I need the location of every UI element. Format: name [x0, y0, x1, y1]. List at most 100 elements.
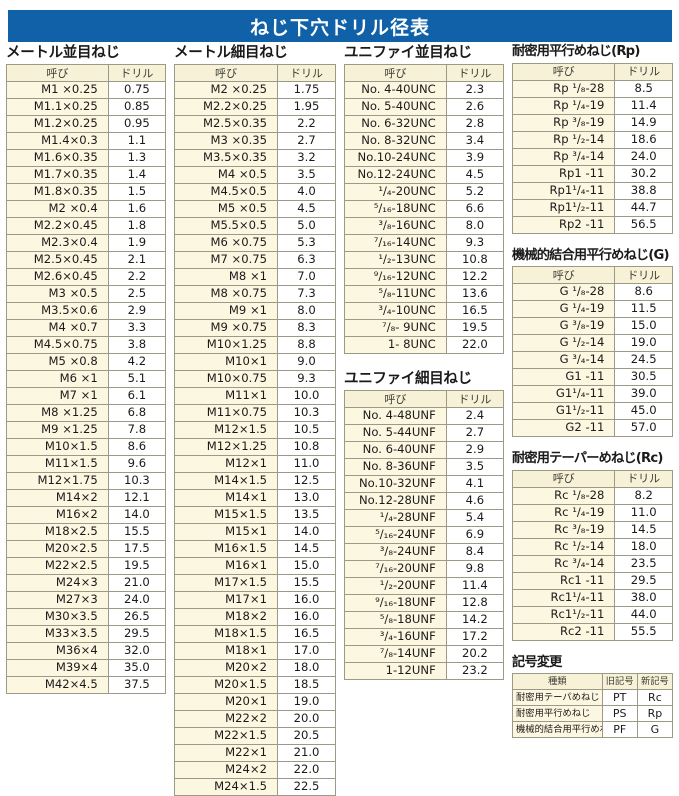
cell-drill-diameter: 3.8	[107, 336, 167, 355]
table-row: 1-12UNF 23.2	[344, 662, 505, 681]
cell-drill-diameter: 9.8	[445, 560, 505, 579]
cell-designation: G2 -11	[511, 419, 616, 437]
cell-designation: M33×3.5	[6, 625, 109, 644]
cell-drill-diameter: 11.4	[445, 577, 505, 596]
table-row: M22×1.5 20.5	[173, 727, 336, 746]
cell-drill-diameter: 1.9	[107, 234, 167, 253]
cell-designation: M1.1×0.25	[6, 98, 109, 117]
cell-designation: Rc ¹/₈-28	[511, 486, 616, 505]
cell-drill-diameter: 3.3	[107, 319, 167, 338]
cell-drill-diameter: 5.3	[277, 234, 336, 253]
cell-drill-diameter: 30.5	[614, 368, 673, 386]
table-row: M11×0.75 10.3	[173, 404, 336, 423]
table-row: M17×1.5 15.5	[173, 574, 336, 593]
cell-drill-diameter: 14.0	[107, 506, 167, 525]
cell-drill-diameter: 6.3	[277, 251, 336, 270]
cell-drill-diameter: 13.0	[277, 489, 336, 508]
table-row: M42×4.5 37.5	[6, 676, 167, 695]
section-title-metric-coarse: メートル並目ねじ	[6, 45, 120, 61]
col-header-drill: ドリル	[277, 64, 336, 83]
table-row: M12×1.5 10.5	[173, 421, 336, 440]
col-header-drill: ドリル	[107, 64, 167, 83]
table-body: M2 ×0.25 1.75 M2.2×0.25 1.95 M2.5×0.35 2.2 M3 …	[173, 81, 336, 796]
cell-designation: M15×1	[173, 523, 279, 542]
cell-thread-kind: 耐密用テーパめねじ	[512, 689, 603, 706]
table-row: No. 4-48UNF 2.4	[344, 407, 505, 426]
table-row: No.10-24UNC 3.9	[344, 149, 505, 168]
cell-designation: G1¹/₄-11	[511, 385, 616, 403]
cell-designation: Rp ³/₈-19	[511, 113, 616, 132]
cell-designation: ¹/₂-20UNF	[344, 577, 447, 596]
cell-designation: ³/₄-10UNC	[344, 302, 447, 321]
cell-drill-diameter: 12.5	[277, 472, 336, 491]
table-row: M2.2×0.25 1.95	[173, 98, 336, 117]
table-metric-fine: 呼び ドリル M2 ×0.25 1.75 M2.2×0.25 1.95 M2.5×0.3…	[173, 64, 336, 796]
cell-drill-diameter: 11.5	[614, 300, 673, 318]
table-row: M8 ×1.25 6.8	[6, 404, 167, 423]
table-row: M9 ×0.75 8.3	[173, 319, 336, 338]
cell-designation: M10×1.5	[6, 438, 109, 457]
col-header-designation: 呼び	[511, 62, 616, 81]
cell-designation: G ¹/₈-28	[511, 283, 616, 301]
cell-drill-diameter: 7.3	[277, 285, 336, 304]
cell-drill-diameter: 4.6	[445, 492, 505, 511]
cell-designation: M3.5×0.35	[173, 149, 279, 168]
cell-drill-diameter: 1.3	[107, 149, 167, 168]
col-header-kind: 種類	[512, 673, 603, 690]
cell-designation: ⁵/₈-11UNC	[344, 285, 447, 304]
table-row: ¹/₄-20UNC 5.2	[344, 183, 505, 202]
section-gap	[512, 641, 673, 655]
cell-designation: M22×2.5	[6, 557, 109, 576]
table-symbol-change: 種類 旧記号 新記号 耐密用テーパめねじ PT Rc 耐密用平行めねじ PS Rp 機械的結…	[512, 673, 674, 738]
section-title-rp: 耐密用平行めねじ(Rp)	[512, 44, 640, 59]
table-row: M9 ×1.25 7.8	[6, 421, 167, 440]
table-row: M2.3×0.4 1.9	[6, 234, 167, 253]
cell-drill-diameter: 1.6	[107, 200, 167, 219]
table-row: M15×1.5 13.5	[173, 506, 336, 525]
cell-designation: Rc ³/₄-14	[511, 554, 616, 573]
table-row: G ³/₈-19 15.0	[511, 317, 673, 335]
table-row: M1.4×0.3 1.1	[6, 132, 167, 151]
cell-new-symbol: G	[636, 721, 674, 738]
table-row: M15×1 14.0	[173, 523, 336, 542]
section-title-rc: 耐密用テーパーめねじ(Rc)	[512, 451, 663, 466]
table-row: M3.5×0.6 2.9	[6, 302, 167, 321]
table-header-row: 種類 旧記号 新記号	[512, 673, 674, 690]
table-row: M2 ×0.25 1.75	[173, 81, 336, 100]
cell-drill-diameter: 0.75	[107, 81, 167, 100]
table-row: Rp ¹/₄-19 11.4	[511, 96, 673, 115]
table-body: M1 ×0.25 0.75 M1.1×0.25 0.85 M1.2×0.25 0.95 M1…	[6, 81, 167, 695]
drill-size-chart-page: ねじ下穴ドリル径表 メートル並目ねじ 呼び ドリル M1 ×0.25 0.75 M1…	[6, 10, 674, 796]
table-row: Rp1¹/₄-11 38.8	[511, 181, 673, 200]
cell-drill-diameter: 6.6	[445, 200, 505, 219]
cell-drill-diameter: 2.6	[445, 98, 505, 117]
table-row: ⁵/₈-11UNC 13.6	[344, 285, 505, 304]
col-header-designation: 呼び	[511, 469, 616, 488]
table-row: M27×3 24.0	[6, 591, 167, 610]
cell-designation: M17×1	[173, 591, 279, 610]
table-row: ⁷/₁₆-14UNC 9.3	[344, 234, 505, 253]
cell-drill-diameter: 9.6	[107, 455, 167, 474]
table-row: Rc1¹/₂-11 44.0	[511, 605, 673, 624]
cell-designation: M2.3×0.4	[6, 234, 109, 253]
table-row: M22×2 20.0	[173, 710, 336, 729]
table-row: ⁵/₁₆-24UNF 6.9	[344, 526, 505, 545]
table-row: M2.2×0.45 1.8	[6, 217, 167, 236]
table-row: Rp2 -11 56.5	[511, 215, 673, 234]
table-row: No. 4-40UNC 2.3	[344, 81, 505, 100]
cell-designation: M1.2×0.25	[6, 115, 109, 134]
cell-drill-diameter: 24.0	[614, 147, 673, 166]
col-header-new-symbol: 新記号	[636, 673, 674, 690]
cell-designation: ⁵/₈-18UNF	[344, 611, 447, 630]
section-title-metric-fine: メートル細目ねじ	[174, 45, 288, 61]
table-body: G ¹/₈-28 8.6 G ¹/₄-19 11.5 G ³/₈-19 15.0 G ¹/₂…	[511, 283, 673, 437]
cell-designation: M18×2.5	[6, 523, 109, 542]
cell-drill-diameter: 2.2	[107, 268, 167, 287]
cell-drill-diameter: 2.1	[107, 251, 167, 270]
cell-drill-diameter: 8.6	[614, 283, 673, 301]
cell-drill-diameter: 10.0	[277, 387, 336, 406]
cell-drill-diameter: 21.0	[277, 744, 336, 763]
cell-designation: M12×1	[173, 455, 279, 474]
table-row: G1¹/₂-11 45.0	[511, 402, 673, 420]
cell-designation: Rc ¹/₂-14	[511, 537, 616, 556]
